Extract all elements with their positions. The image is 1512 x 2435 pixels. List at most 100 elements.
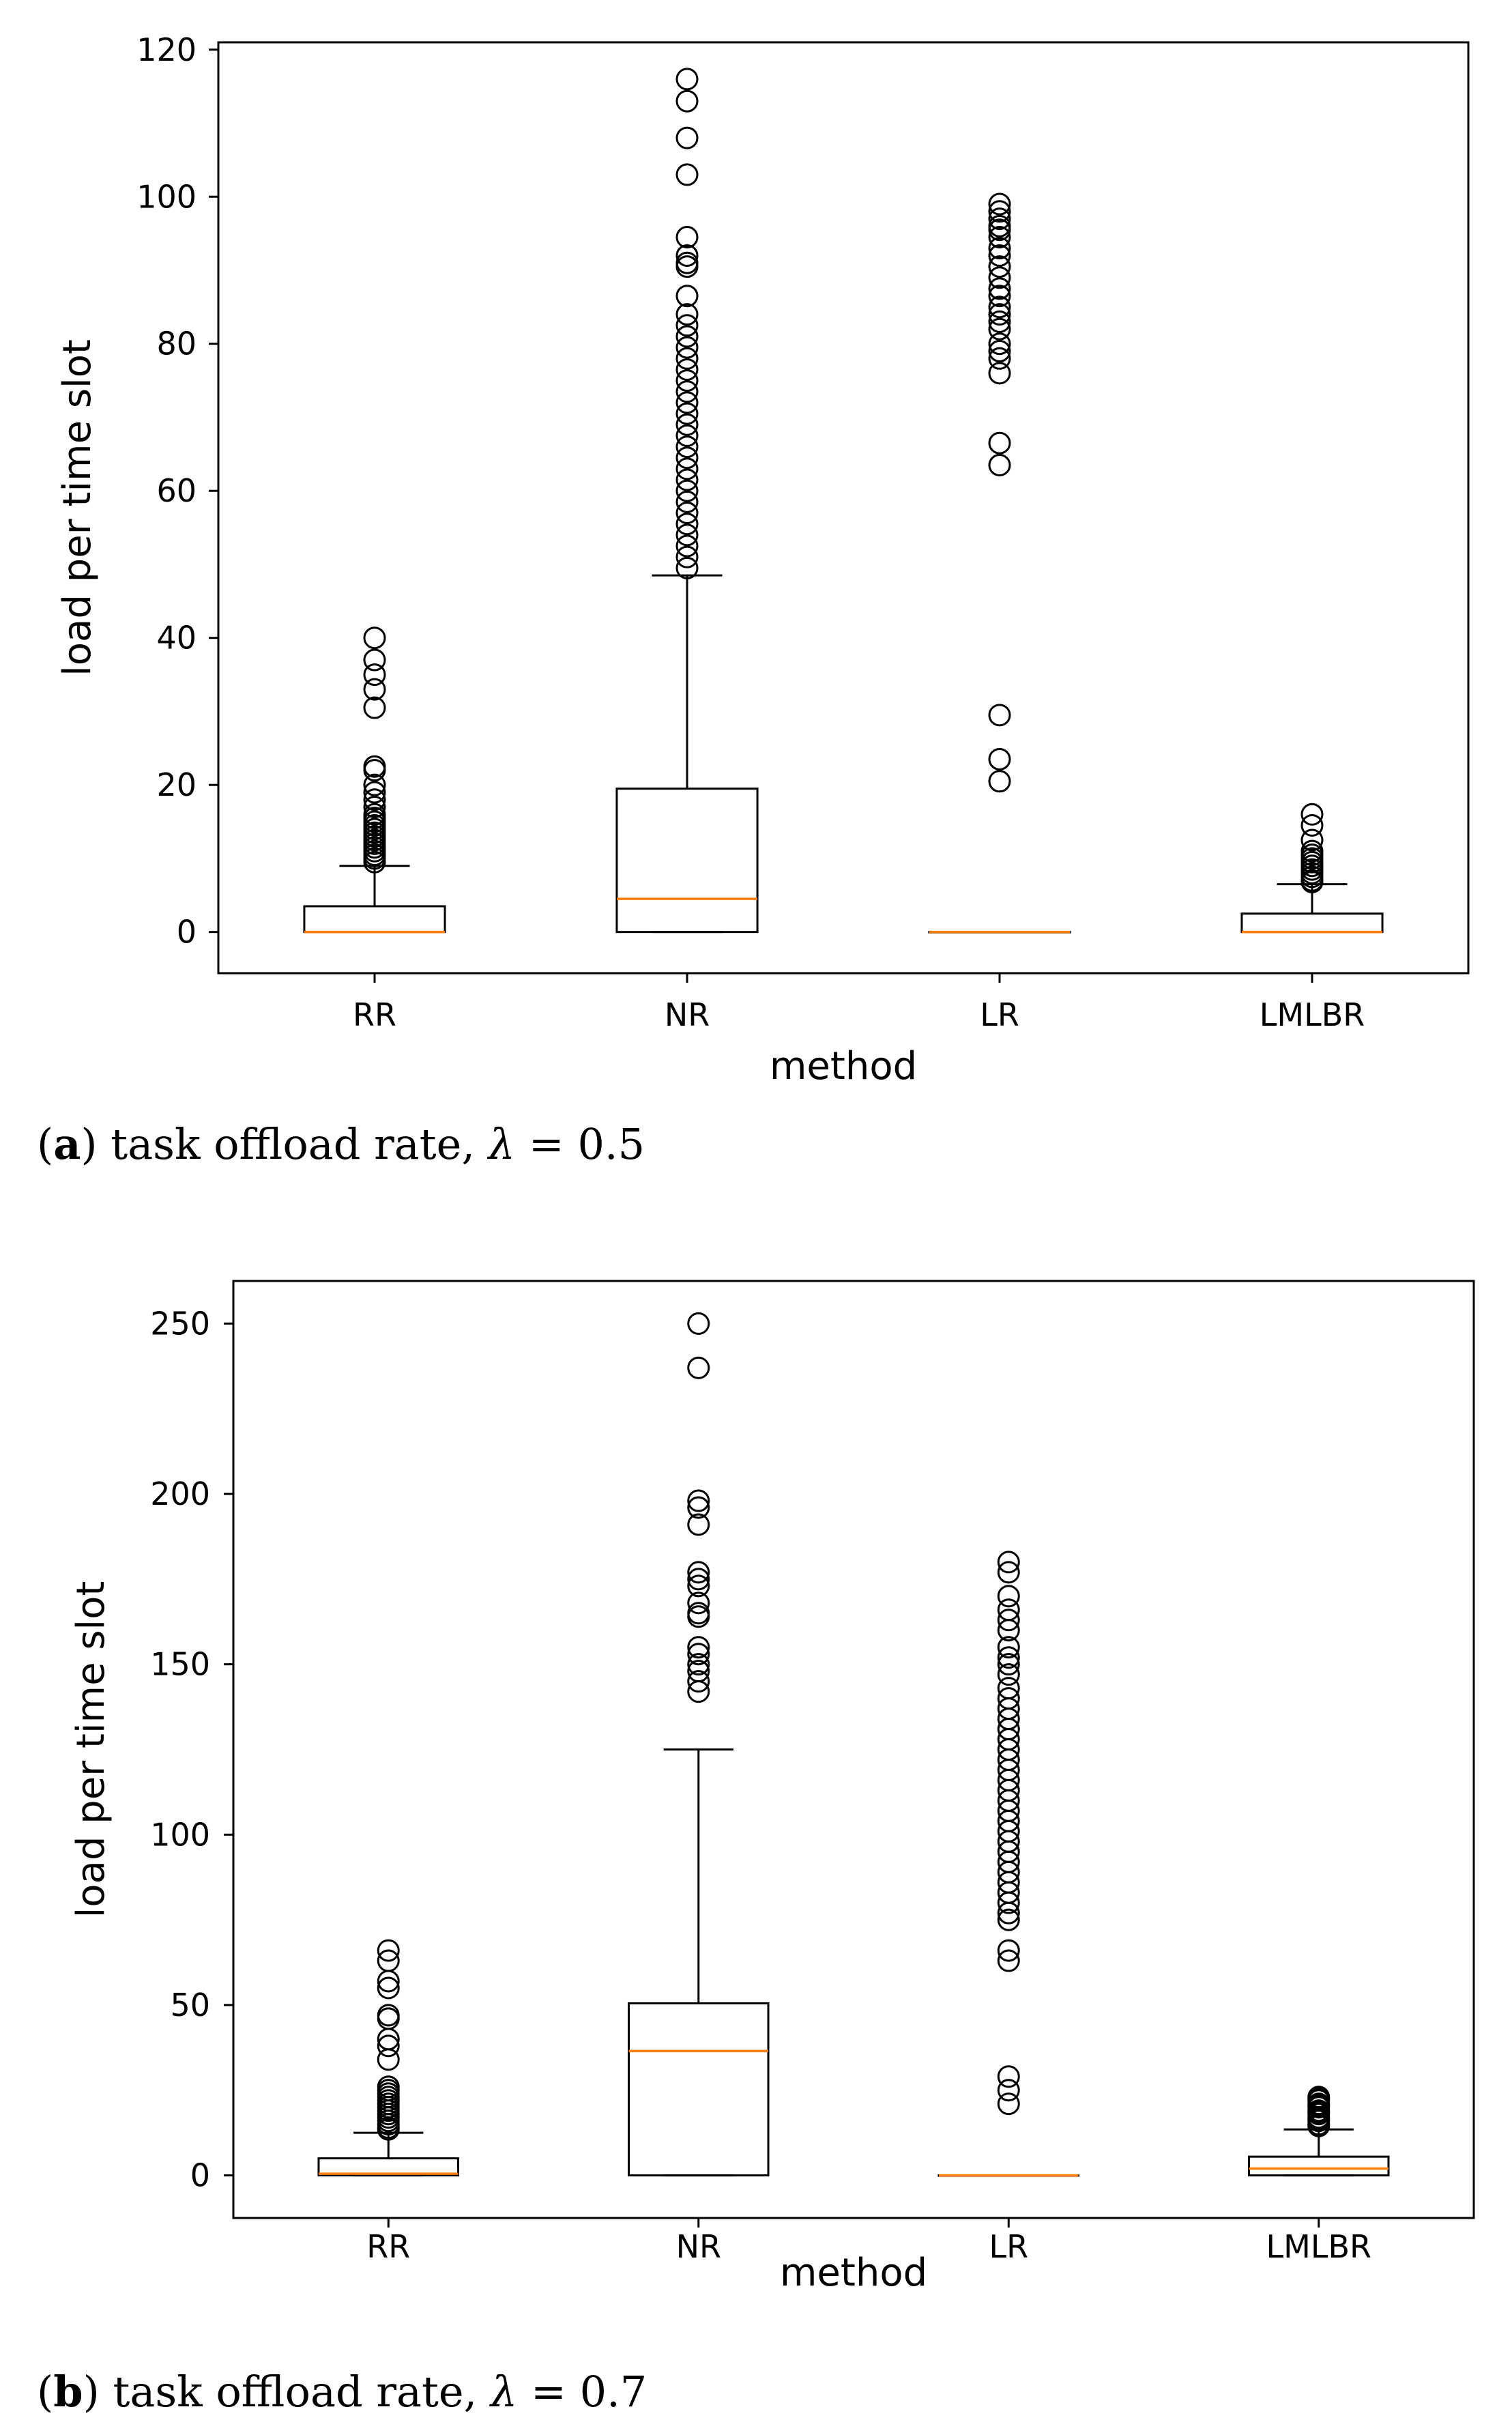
outlier-point: [363, 626, 386, 650]
outlier-point: [675, 369, 699, 392]
outlier-point: [675, 479, 699, 502]
outlier-point: [675, 358, 699, 381]
y-tick-label: 40: [156, 620, 197, 657]
outlier-point: [377, 1976, 400, 2000]
y-tick-label: 60: [156, 472, 197, 509]
outlier-point: [997, 1561, 1020, 1584]
y-tick-label: 120: [136, 31, 197, 68]
outlier-point: [1307, 2114, 1331, 2137]
outlier-point: [675, 545, 699, 568]
box-group-lr: [937, 1551, 1080, 2177]
outlier-point: [687, 1513, 710, 1536]
outlier-point: [363, 759, 386, 782]
iqr-box: [303, 905, 446, 934]
x-tick-label-rr: RR: [353, 996, 396, 1033]
outlier-point: [363, 796, 386, 819]
outlier-point: [997, 1653, 1020, 1676]
box-group-lmlbr: [1247, 2086, 1390, 2177]
outlier-point: [363, 788, 386, 811]
plot-frame: [217, 41, 1470, 975]
outlier-point: [997, 1609, 1020, 1632]
outlier-point: [675, 336, 699, 359]
outlier-point: [363, 678, 386, 701]
outlier-point: [675, 314, 699, 337]
outlier-point: [675, 413, 699, 436]
outlier-point: [675, 226, 699, 249]
outlier-point: [675, 68, 699, 91]
outlier-point: [675, 325, 699, 348]
y-tick-label: 100: [150, 1816, 210, 1853]
outlier-point: [687, 1568, 710, 1591]
y-axis-title: load per time slot: [69, 1581, 113, 1918]
outlier-point: [988, 244, 1011, 267]
outlier-point: [675, 435, 699, 459]
outlier-point: [988, 218, 1011, 242]
x-axis-title: method: [780, 2251, 927, 2295]
outlier-point: [988, 277, 1011, 300]
iqr-box: [317, 2157, 460, 2177]
caption-b: (b) task offload rate, λ = 0.7: [37, 2367, 648, 2417]
outlier-point: [675, 285, 699, 308]
y-tick-label: 50: [170, 1987, 210, 2023]
outlier-point: [997, 1663, 1020, 1686]
outlier-point: [997, 1646, 1020, 1669]
outlier-point: [377, 2118, 400, 2141]
outlier-point: [675, 402, 699, 425]
outlier-point: [687, 1670, 710, 1693]
outlier-point: [687, 1574, 710, 1598]
outlier-point: [997, 1619, 1020, 1642]
outlier-point: [675, 502, 699, 525]
outlier-point: [675, 89, 699, 113]
outlier-point: [363, 773, 386, 796]
outlier-point: [988, 207, 1011, 231]
outlier-point: [687, 1636, 710, 1659]
outlier-point: [997, 1901, 1020, 1925]
y-tick-label: 100: [136, 178, 197, 215]
outlier-point: [988, 347, 1011, 370]
outlier-point: [363, 850, 386, 874]
outlier-point: [687, 1312, 710, 1335]
outlier-point: [997, 2079, 1020, 2102]
outlier-point: [988, 454, 1011, 477]
outlier-point: [687, 1591, 710, 1615]
outlier-point: [988, 362, 1011, 385]
outlier-point: [988, 192, 1011, 216]
y-tick-label: 0: [177, 914, 197, 951]
box-group-nr: [615, 68, 759, 934]
outlier-point: [1300, 803, 1324, 826]
outlier-point: [997, 1949, 1020, 1972]
x-axis-title: method: [770, 1044, 917, 1089]
outlier-point: [675, 244, 699, 267]
outlier-point: [997, 1636, 1020, 1659]
y-tick-label: 0: [190, 2157, 210, 2194]
boxplot-chart-a: 0 20 40 60 80 100 120 RR NR LR LMLBR method load per…: [55, 31, 1470, 1089]
outlier-point: [675, 534, 699, 558]
figure-panel-b: 0 50 100 150 200 250 RR NR LR LMLBR method load per…: [0, 1222, 1512, 2435]
outlier-point: [997, 1891, 1020, 1914]
outlier-point: [363, 663, 386, 687]
x-tick-label-lmlbr: LMLBR: [1260, 996, 1365, 1033]
outlier-point: [675, 424, 699, 447]
box-group-rr: [317, 1939, 460, 2177]
outlier-point: [675, 490, 699, 513]
iqr-box: [1247, 2155, 1390, 2177]
figure-panel-a: 0 20 40 60 80 100 120 RR NR LR LMLBR method load per…: [37, 31, 1470, 1169]
outlier-point: [687, 1653, 710, 1676]
iqr-box: [627, 2002, 770, 2177]
y-axis-title: load per time slot: [55, 339, 100, 676]
caption-b-symbol: λ: [490, 2367, 518, 2417]
outlier-point: [687, 1489, 710, 1512]
outlier-point: [675, 380, 699, 403]
y-tick-label: 250: [150, 1305, 210, 1342]
outlier-point: [988, 770, 1011, 793]
caption-b-label: b: [53, 2367, 83, 2417]
boxplot-chart-b: 0 50 100 150 200 250 RR NR LR LMLBR method load per…: [69, 1280, 1475, 2295]
plot-frame: [232, 1280, 1475, 2219]
outlier-point: [675, 347, 699, 370]
x-tick-label-nr: NR: [676, 2228, 721, 2265]
outlier-point: [675, 556, 699, 579]
x-tick-label-nr: NR: [665, 996, 710, 1033]
outlier-point: [988, 317, 1011, 341]
outlier-point: [363, 648, 386, 672]
box-group-lmlbr: [1240, 803, 1384, 934]
